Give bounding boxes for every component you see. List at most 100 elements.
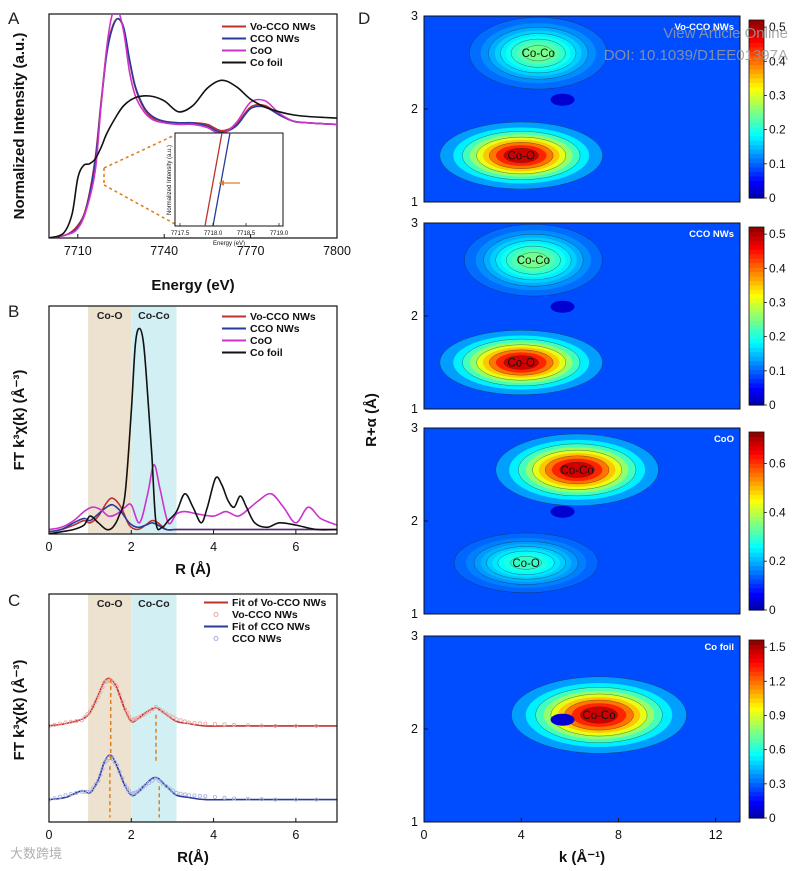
colorbar-cell xyxy=(749,737,764,743)
colorbar-cell xyxy=(749,122,764,128)
wavelet-map-coo: Co-Co Co-O CoO 1 2 3 0 0.2 0.4 0.6 xyxy=(411,421,786,621)
watermark-doi: DOI: 10.1039/D1EE01397A xyxy=(604,47,788,64)
colorbar-cell xyxy=(749,28,764,34)
map-minimum xyxy=(550,505,575,518)
colorbar-cell xyxy=(749,800,764,806)
marker-vo-cco-nws xyxy=(68,719,73,724)
colorbar-cell xyxy=(749,324,764,330)
legend-label-fit-of-vo-cco-nws: Fit of Vo-CCO NWs xyxy=(232,597,326,609)
marker-cco-nws xyxy=(68,792,73,797)
colorbar-cell xyxy=(749,347,764,353)
colorbar-cell xyxy=(749,702,764,708)
marker-vo-cco-nws xyxy=(232,722,237,727)
colorbar-cell xyxy=(749,782,764,788)
marker-cco-nws xyxy=(88,789,93,794)
colorbar-cell xyxy=(749,751,764,757)
marker-vo-cco-nws xyxy=(164,711,169,716)
panel-d-y-title: R+α (Å) xyxy=(363,393,380,447)
colorbar-cell xyxy=(749,556,764,562)
marker-vo-cco-nws xyxy=(197,721,202,726)
colorbar-tick-label: 0.1 xyxy=(769,364,786,378)
series-coo xyxy=(49,463,337,531)
colorbar-cell xyxy=(749,166,764,172)
marker-cco-nws xyxy=(93,782,98,787)
colorbar-cell xyxy=(749,592,764,598)
series-cco-nws-markers xyxy=(49,754,319,802)
colorbar-cell xyxy=(749,333,764,339)
colorbar-cell xyxy=(749,400,764,406)
inset-tick-label: 7717.5 xyxy=(171,231,190,237)
colorbar-cell xyxy=(749,293,764,299)
legend-label-cco-nws: CCO NWs xyxy=(232,633,282,645)
panel-c-guides xyxy=(109,678,161,818)
colorbar-cell xyxy=(749,100,764,106)
map-peak-label-co-co: Co-Co xyxy=(561,465,594,477)
marker-vo-cco-nws xyxy=(259,723,264,728)
inset-tick-label: 7718.0 xyxy=(204,231,223,237)
colorbar-cell xyxy=(749,472,764,478)
colorbar-cell xyxy=(749,480,764,486)
marker-cco-nws xyxy=(98,772,103,777)
marker-vo-cco-nws xyxy=(117,692,122,697)
marker-vo-cco-nws xyxy=(112,682,117,687)
colorbar-cell xyxy=(749,648,764,654)
colorbar-cell xyxy=(749,449,764,455)
colorbar-cell xyxy=(749,91,764,97)
legend-label-co-foil: Co foil xyxy=(250,57,283,69)
colorbar-tick-label: 0.9 xyxy=(769,708,786,722)
marker-cco-nws xyxy=(164,784,169,789)
colorbar-tick-label: 0.3 xyxy=(769,777,786,791)
marker-cco-nws xyxy=(131,791,136,796)
colorbar-cell xyxy=(749,697,764,703)
marker-cco-nws xyxy=(182,792,187,797)
marker-vo-cco-nws xyxy=(153,704,158,709)
legend-label-coo: CoO xyxy=(250,335,272,347)
inset-x-title: Energy (eV) xyxy=(213,241,245,247)
map-contours xyxy=(511,676,687,754)
colorbar-cell xyxy=(749,104,764,110)
contour-co-o-9 xyxy=(503,355,539,370)
x-tick-label: 4 xyxy=(518,828,525,842)
marker-cco-nws xyxy=(203,794,208,799)
marker-cco-nws xyxy=(293,797,298,802)
marker-vo-cco-nws xyxy=(104,679,109,684)
colorbar-tick-label: 0.4 xyxy=(769,54,786,68)
colorbar-cell xyxy=(749,583,764,589)
y-tick-label: 2 xyxy=(411,102,418,116)
colorbar-cell xyxy=(749,733,764,739)
colorbar-cell xyxy=(749,454,764,460)
panel-c-frame xyxy=(48,593,338,823)
marker-cco-nws xyxy=(143,783,148,788)
colorbar-cell xyxy=(749,795,764,801)
colorbar-cell xyxy=(749,342,764,348)
y-tick-label: 1 xyxy=(411,195,418,209)
series-cco-nws xyxy=(49,503,337,533)
series-co-foil xyxy=(49,79,337,238)
legend-label-cco-nws: CCO NWs xyxy=(250,33,300,45)
colorbar-cell xyxy=(749,82,764,88)
marker-cco-nws xyxy=(125,786,130,791)
marker-vo-cco-nws xyxy=(127,714,132,719)
colorbar-tick-label: 0 xyxy=(769,191,776,205)
marker-cco-nws xyxy=(102,760,107,765)
x-tick-label: 0 xyxy=(46,828,53,842)
colorbar-cell xyxy=(749,547,764,553)
colorbar-cell xyxy=(749,498,764,504)
x-tick-label: 4 xyxy=(210,540,217,554)
marker-cco-nws xyxy=(150,778,155,783)
colorbar-cell xyxy=(749,675,764,681)
colorbar-cell xyxy=(749,605,764,611)
panel-c-x-title: R(Å) xyxy=(177,849,209,866)
colorbar-cell xyxy=(749,369,764,375)
marker-cco-nws xyxy=(140,785,145,790)
colorbar-cell xyxy=(749,162,764,168)
colorbar-cell xyxy=(749,684,764,690)
marker-cco-nws xyxy=(127,789,132,794)
y-tick-label: 2 xyxy=(411,514,418,528)
marker-vo-cco-nws xyxy=(85,712,90,717)
panel-b-x-ticks: 0 2 4 6 xyxy=(46,530,299,554)
colorbar-cell xyxy=(749,565,764,571)
colorbar-cell xyxy=(749,280,764,286)
marker-vo-cco-nws xyxy=(171,715,176,720)
